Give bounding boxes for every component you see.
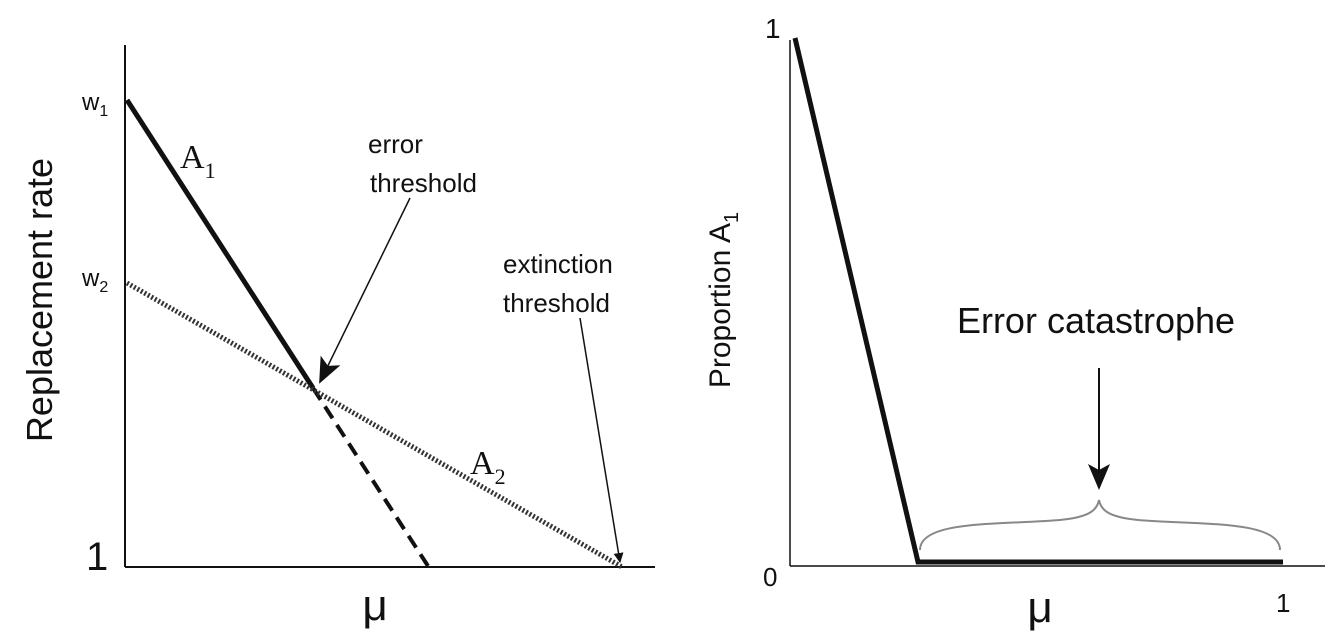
y-label-sub: 1: [721, 212, 743, 223]
w1-sub: 1: [99, 103, 108, 120]
x-label: μ: [362, 581, 387, 630]
y-label: Replacement rate: [19, 158, 60, 442]
y-origin-label: 0: [763, 562, 777, 592]
error-arrow: [319, 197, 411, 384]
left-panel: Replacement rate μ w1 w2 1 A1 A2 error t…: [19, 45, 655, 630]
w2-main: w: [81, 265, 100, 292]
a1-main: A: [180, 139, 205, 176]
a1-line: [124, 98, 316, 390]
a1-sub: 1: [205, 158, 216, 183]
y-label: Proportion A1: [704, 212, 743, 388]
error-threshold-line: error: [368, 129, 423, 159]
extinction-arrow: [579, 317, 624, 563]
right-panel: Proportion A1 μ 1 0 1 Error catastrophe: [704, 13, 1325, 632]
brace: [919, 499, 1281, 551]
w2-sub: 2: [99, 279, 108, 296]
extinction-threshold-line: extinction: [503, 249, 613, 279]
x-label: μ: [1027, 583, 1052, 632]
x-end-label: 1: [1276, 588, 1290, 618]
w1-main: w: [81, 89, 100, 116]
y-label-main: Proportion A: [704, 223, 737, 388]
catastrophe-label: Error catastrophe: [957, 300, 1235, 341]
a2-label: A2: [470, 445, 506, 489]
w2-label: w2: [81, 265, 108, 296]
extinction-threshold-line: threshold: [503, 288, 610, 318]
y-origin-label: 1: [86, 535, 108, 579]
w1-label: w1: [81, 89, 108, 120]
a2-line: [125, 280, 624, 570]
a1-dashed-line: [311, 386, 430, 568]
proportion-line: [792, 37, 1283, 565]
y-top-label: 1: [765, 13, 781, 44]
a1-label: A1: [180, 139, 216, 183]
a2-sub: 2: [495, 464, 506, 489]
error-threshold-line: threshold: [370, 168, 477, 198]
a2-main: A: [470, 445, 495, 482]
